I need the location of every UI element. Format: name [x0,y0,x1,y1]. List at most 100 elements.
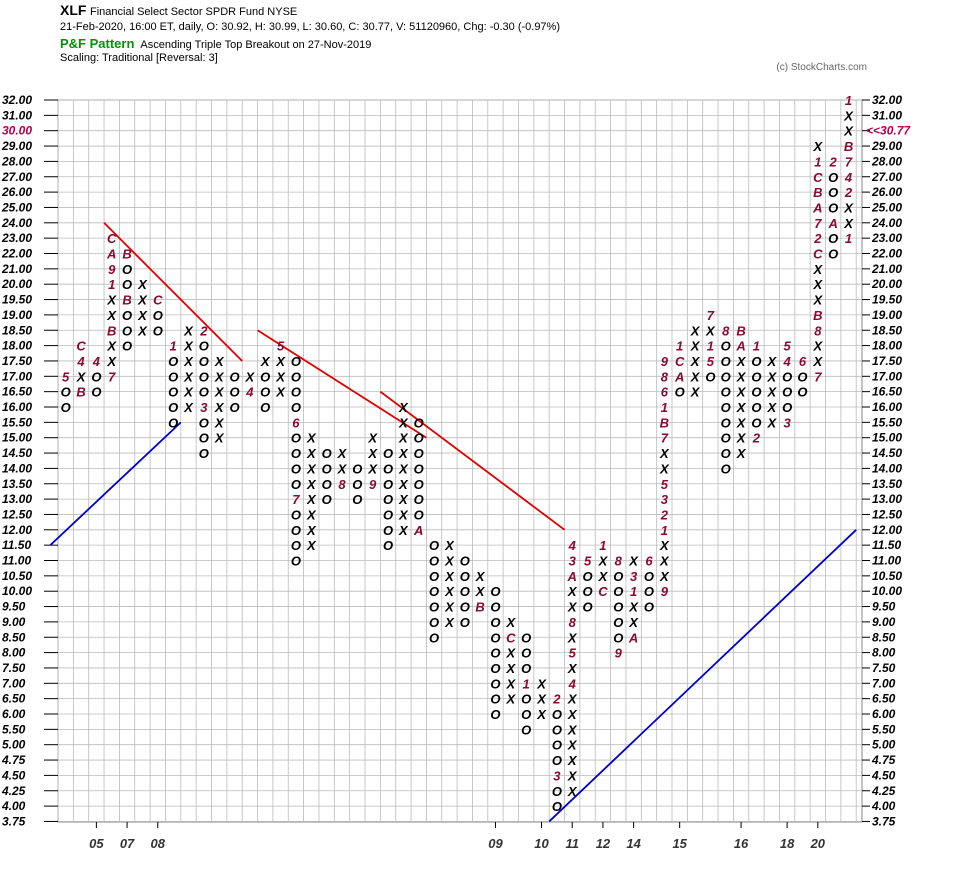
month-marker: C [813,170,823,185]
y-tick-label: 21.00 [871,262,902,276]
x-box: X [398,446,409,461]
y-tick-label: 10.50 [2,569,32,583]
x-tick-label: 20 [810,836,826,851]
month-marker: 8 [722,323,730,338]
month-marker: 8 [814,323,822,338]
x-box: X [398,492,409,507]
month-marker: 4 [568,676,577,691]
y-tick-label: 5.00 [872,738,896,752]
month-marker: B [122,247,131,262]
o-box: O [414,446,424,461]
x-box: X [628,554,639,569]
x-box: X [106,308,117,323]
month-marker: B [107,323,116,338]
y-tick-label: 5.00 [2,738,26,752]
o-box: O [383,538,393,553]
x-box: X [567,784,578,799]
plot-area [57,99,863,823]
y-tick-label: 4.00 [1,799,26,813]
o-box: O [352,461,362,476]
month-marker: 2 [752,431,761,446]
x-box: X [306,446,317,461]
o-box: O [352,477,362,492]
y-tick-label: 29.00 [1,139,32,153]
month-marker: 7 [661,431,669,446]
y-tick-label: 9.50 [2,600,26,614]
y-tick-label: 3.75 [872,814,896,828]
month-marker: 1 [707,339,714,354]
o-box: O [460,554,470,569]
resistance-trendline [379,390,566,531]
y-tick-label: 18.50 [872,323,902,337]
month-marker: 5 [277,339,285,354]
y-tick-label: 28.00 [871,154,902,168]
month-marker: B [813,185,822,200]
x-box: X [337,461,348,476]
month-marker: 9 [108,262,116,277]
x-box: X [659,446,670,461]
month-marker: 2 [844,185,853,200]
y-tick-label: 4.25 [871,784,896,798]
o-box: O [613,569,623,584]
o-box: O [414,507,424,522]
y-tick-label: 16.50 [872,385,902,399]
o-box: O [429,569,439,584]
o-box: O [828,170,838,185]
o-box: O [490,615,500,630]
x-box: X [843,200,854,215]
month-marker: 2 [552,692,561,707]
x-box: X [137,308,148,323]
y-tick-label: 32.00 [2,93,32,107]
o-box: O [260,400,270,415]
y-tick-label: 4.75 [871,753,896,767]
o-box: O [721,446,731,461]
o-box: O [168,354,178,369]
y-tick-label: 18.00 [2,339,32,353]
month-marker: 7 [108,369,116,384]
y-tick-label: 4.25 [1,784,26,798]
month-marker: 8 [569,615,577,630]
x-box: X [736,446,747,461]
o-box: O [751,400,761,415]
y-tick-label: 12.00 [2,523,32,537]
y-tick-label: 7.00 [2,676,26,690]
o-box: O [721,385,731,400]
o-box: O [644,569,654,584]
x-box: X [505,615,516,630]
o-box: O [199,385,209,400]
o-box: O [751,369,761,384]
x-box: X [536,692,547,707]
o-box: O [429,554,439,569]
x-box: X [567,692,578,707]
month-marker: B [475,600,484,615]
x-box: X [659,538,670,553]
x-box: X [444,600,455,615]
y-tick-label: 4.75 [1,753,26,767]
o-box: O [291,354,301,369]
x-box: X [505,646,516,661]
o-box: O [552,722,562,737]
o-box: O [429,538,439,553]
o-box: O [168,369,178,384]
x-box: X [444,615,455,630]
y-tick-label: 14.00 [872,461,902,475]
chart-symbol: XLF [60,2,87,18]
month-marker: 1 [661,523,668,538]
y-tick-label: 22.00 [871,247,902,261]
o-box: O [721,431,731,446]
o-box: O [429,600,439,615]
month-marker: 3 [784,415,792,430]
month-marker: 4 [783,354,792,369]
o-box: O [322,446,332,461]
o-box: O [782,385,792,400]
y-tick-label: 32.00 [872,93,902,107]
month-marker: 6 [292,415,300,430]
o-box: O [122,262,132,277]
y-tick-label: 6.50 [872,692,896,706]
security-name: Financial Select Sector SPDR Fund NYSE [90,6,298,18]
x-box: X [76,369,87,384]
o-box: O [797,385,807,400]
y-tick-label: 31.00 [872,108,902,122]
o-box: O [414,461,424,476]
x-box: X [690,385,701,400]
